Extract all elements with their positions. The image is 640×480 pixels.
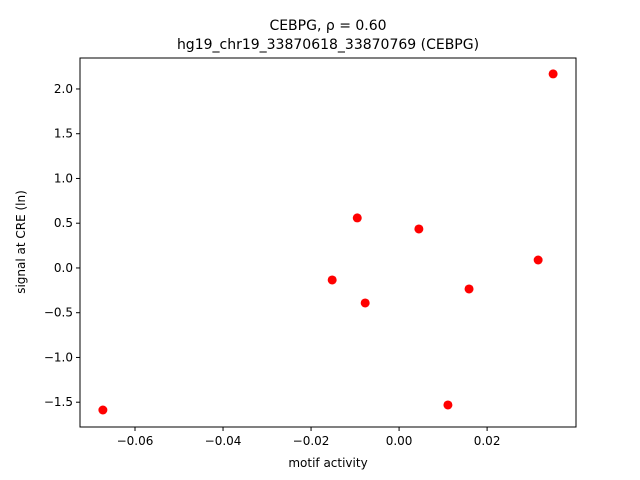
x-axis-label: motif activity [288, 456, 367, 470]
point [98, 405, 108, 415]
y-tick-label: −1.0 [44, 350, 73, 364]
point [443, 400, 453, 410]
x-tick-label: 0.00 [386, 434, 413, 448]
y-tick-label: −0.5 [44, 306, 73, 320]
y-tick-label: 1.5 [54, 127, 73, 141]
y-tick-label: −1.5 [44, 395, 73, 409]
point [352, 213, 362, 223]
point [360, 298, 370, 308]
plot-frame [79, 57, 577, 428]
point [414, 224, 424, 234]
y-axis-label: signal at CRE (ln) [14, 190, 28, 294]
x-tick-label: −0.02 [293, 434, 330, 448]
x-tick-label: −0.06 [117, 434, 154, 448]
point [327, 275, 337, 285]
chart-title: CEBPG, ρ = 0.60 [269, 18, 386, 34]
y-tick-label: 0.5 [54, 216, 73, 230]
x-tick-label: −0.04 [205, 434, 242, 448]
point [533, 255, 543, 265]
y-tick-label: 0.0 [54, 261, 73, 275]
y-tick-label: 1.0 [54, 171, 73, 185]
point [548, 69, 558, 79]
chart-subtitle: hg19_chr19_33870618_33870769 (CEBPG) [177, 37, 479, 53]
y-tick-label: 2.0 [54, 82, 73, 96]
x-tick-label: 0.02 [474, 434, 501, 448]
point [464, 284, 474, 294]
